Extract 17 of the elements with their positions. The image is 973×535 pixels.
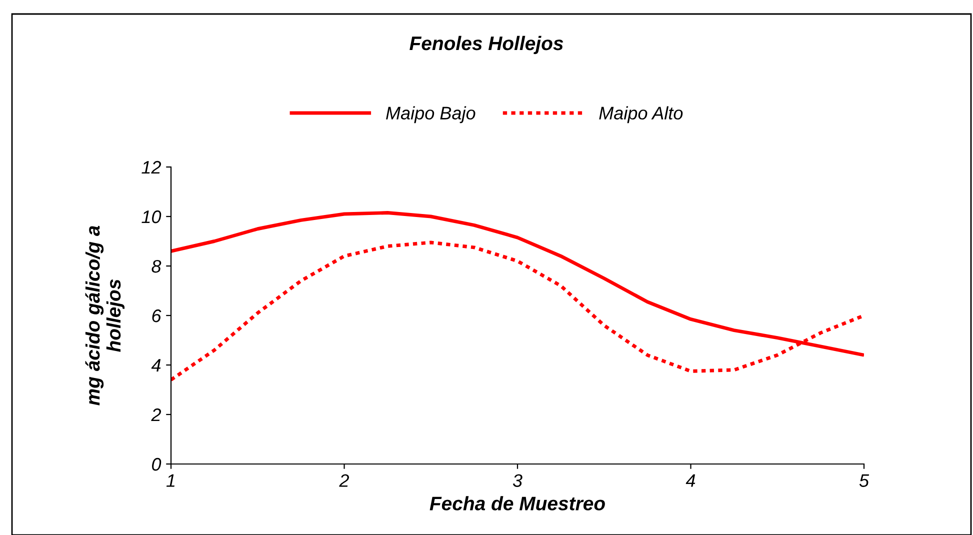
x-tick-label: 2 xyxy=(339,474,350,487)
y-tick-label: 8 xyxy=(152,260,162,273)
x-axis-title: Fecha de Muestreo xyxy=(430,496,605,510)
y-tick-label: 12 xyxy=(142,160,162,174)
chart-title: Fenoles Hollejos xyxy=(410,36,564,54)
x-tick-label: 3 xyxy=(512,474,522,487)
y-tick-label: 2 xyxy=(151,408,162,422)
x-tick-label: 4 xyxy=(686,474,696,487)
y-tick-label: 10 xyxy=(142,210,162,224)
y-tick-label: 0 xyxy=(152,458,162,471)
legend-label: Maipo Alto xyxy=(599,106,683,124)
y-axis-title: mg ácido gálico/g a hollejos xyxy=(85,226,125,406)
y-tick-label: 6 xyxy=(152,309,162,322)
x-tick-label: 1 xyxy=(166,474,174,487)
legend-label: Maipo Bajo xyxy=(386,106,476,124)
x-tick-label: 5 xyxy=(859,474,870,487)
y-tick-label: 4 xyxy=(151,359,161,372)
